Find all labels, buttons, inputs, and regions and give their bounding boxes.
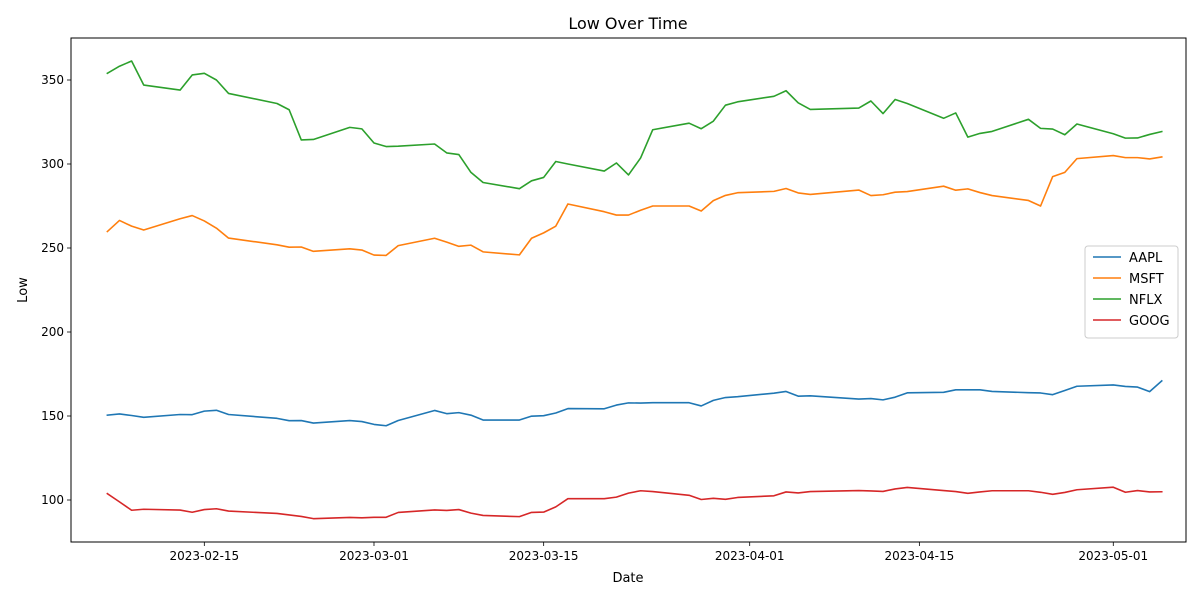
- x-tick-label: 2023-03-15: [509, 549, 579, 563]
- x-tick-label: 2023-05-01: [1078, 549, 1148, 563]
- legend: AAPL MSFT NFLX GOOG: [1084, 245, 1179, 339]
- y-tick-label: 150: [41, 409, 64, 423]
- legend-label-msft: MSFT: [1129, 272, 1164, 287]
- chart-title: Low Over Time: [568, 14, 687, 33]
- y-tick-label: 300: [41, 157, 64, 171]
- series-line-goog: [106, 486, 1163, 520]
- x-tick-label: 2023-04-15: [884, 549, 954, 563]
- x-tick-label: 2023-04-01: [715, 549, 785, 563]
- x-axis-title: Date: [612, 571, 643, 586]
- y-tick-label: 100: [41, 493, 64, 507]
- legend-label-goog: GOOG: [1129, 314, 1170, 329]
- y-tick-label: 350: [41, 73, 64, 87]
- y-axis-title: Low: [16, 277, 31, 303]
- series-line-msft: [106, 154, 1163, 257]
- legend-box: [1084, 245, 1179, 339]
- x-tick-label: 2023-03-01: [339, 549, 409, 563]
- x-tick-label: 2023-02-15: [169, 549, 239, 563]
- legend-label-nflx: NFLX: [1129, 293, 1162, 308]
- y-tick-label: 200: [41, 325, 64, 339]
- legend-label-aapl: AAPL: [1129, 251, 1163, 266]
- series-line-aapl: [106, 379, 1163, 427]
- plot-frame: [70, 37, 1187, 543]
- y-tick-label: 250: [41, 241, 64, 255]
- series-line-nflx: [106, 60, 1163, 190]
